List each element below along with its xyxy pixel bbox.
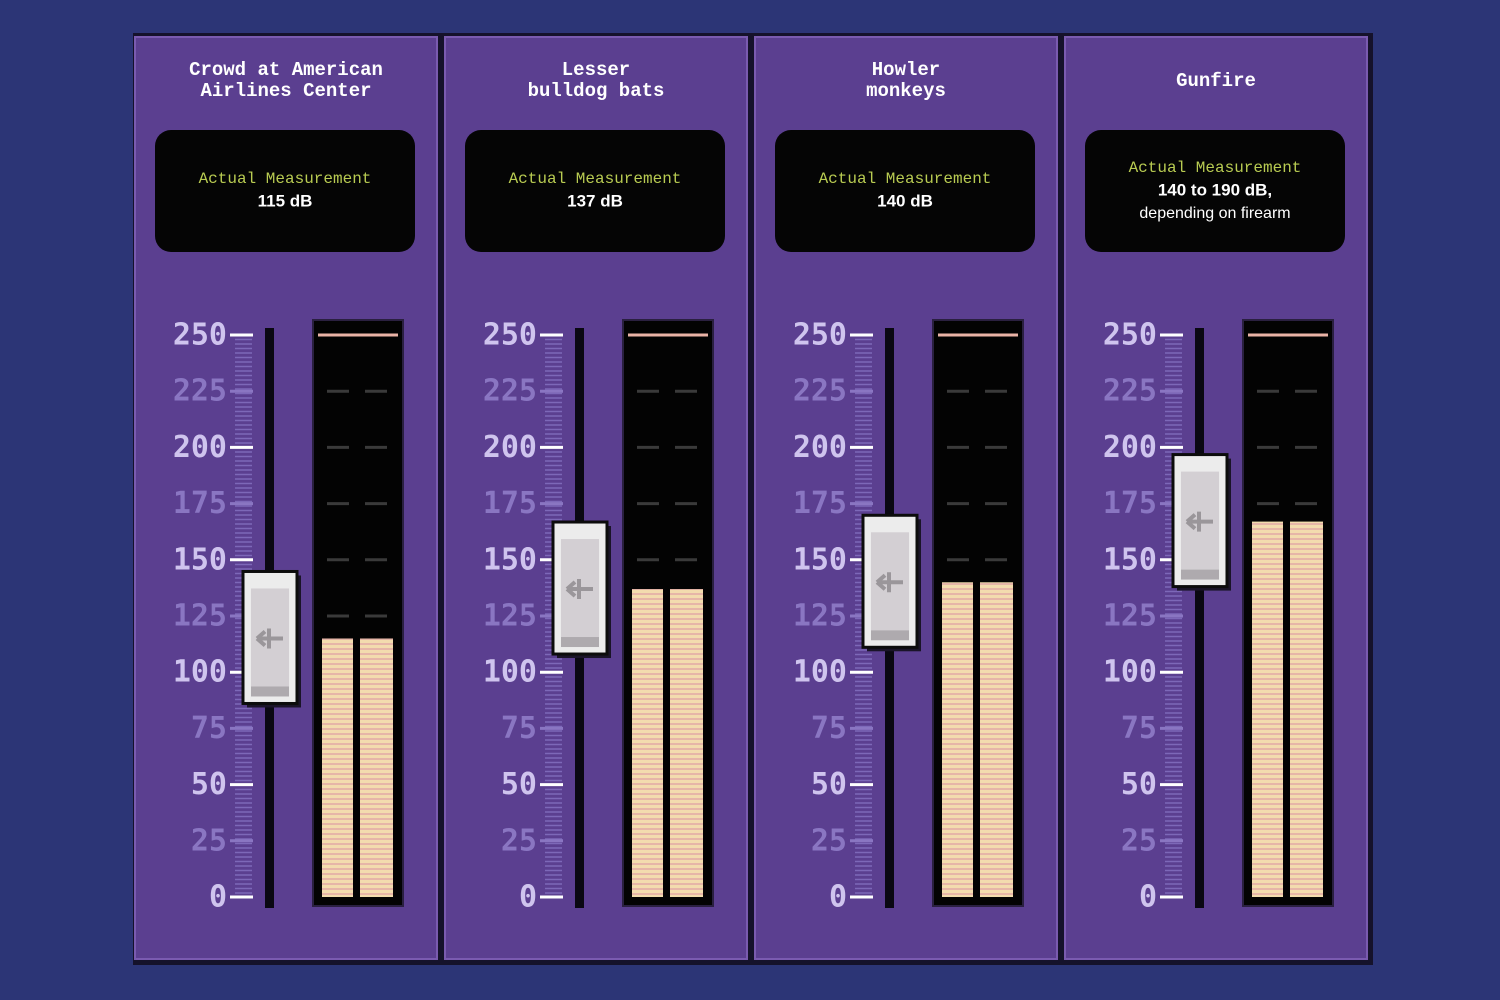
measurement-label: Actual Measurement xyxy=(509,170,682,188)
y-tick-label: 50 xyxy=(1121,767,1157,802)
measurement-label: Actual Measurement xyxy=(199,170,372,188)
meter-bar xyxy=(1252,521,1283,897)
fader-knob-base xyxy=(561,637,599,648)
y-tick-label: 225 xyxy=(483,374,537,409)
fader-arrow xyxy=(255,628,283,649)
y-tick-label: 100 xyxy=(483,655,537,690)
channel-title: Crowd at American xyxy=(189,59,383,81)
y-tick-label: 150 xyxy=(793,542,847,577)
measurement-box xyxy=(775,130,1035,252)
fader-arrow xyxy=(1185,511,1213,532)
y-tick-label: 175 xyxy=(793,486,847,521)
measurement-value: 140 to 190 dB, xyxy=(1158,180,1272,199)
channel-title: monkeys xyxy=(866,80,946,102)
measurement-box xyxy=(465,130,725,252)
y-tick-label: 125 xyxy=(793,599,847,634)
fader-knob-base xyxy=(251,686,289,697)
measurement-value: 140 dB xyxy=(877,191,933,210)
y-tick-label: 175 xyxy=(483,486,537,521)
y-tick-label: 200 xyxy=(1103,430,1157,465)
channel-title: Gunfire xyxy=(1176,70,1256,92)
measurement-value: 115 dB xyxy=(258,191,313,210)
y-tick-label: 0 xyxy=(519,880,537,915)
y-tick-label: 250 xyxy=(483,318,537,353)
y-tick-label: 250 xyxy=(793,318,847,353)
measurement-label: Actual Measurement xyxy=(819,170,992,188)
y-tick-label: 200 xyxy=(793,430,847,465)
fader-knob-base xyxy=(1181,569,1219,580)
y-tick-label: 250 xyxy=(1103,318,1157,353)
meter-bar xyxy=(322,638,353,897)
channel-title: Airlines Center xyxy=(200,80,371,102)
meter-bar xyxy=(360,638,393,897)
y-tick-label: 125 xyxy=(483,599,537,634)
y-tick-label: 50 xyxy=(191,767,227,802)
channel-title: Lesser xyxy=(562,59,630,81)
measurement-note: depending on firearm xyxy=(1139,205,1290,222)
y-tick-label: 75 xyxy=(191,711,227,746)
y-tick-label: 50 xyxy=(501,767,537,802)
meter-bar xyxy=(670,589,703,897)
measurement-box xyxy=(155,130,415,252)
y-tick-label: 200 xyxy=(173,430,227,465)
y-tick-label: 25 xyxy=(191,823,227,858)
y-tick-label: 0 xyxy=(1139,880,1157,915)
y-tick-label: 25 xyxy=(1121,823,1157,858)
fader-track xyxy=(1195,328,1204,908)
fader-knob-base xyxy=(871,630,909,641)
y-tick-label: 0 xyxy=(209,880,227,915)
channel-title: bulldog bats xyxy=(528,80,665,102)
measurement-value: 137 dB xyxy=(567,191,623,210)
y-tick-label: 75 xyxy=(501,711,537,746)
y-tick-label: 250 xyxy=(173,318,227,353)
y-tick-label: 100 xyxy=(1103,655,1157,690)
y-tick-label: 75 xyxy=(811,711,847,746)
y-tick-label: 75 xyxy=(1121,711,1157,746)
y-tick-label: 125 xyxy=(173,599,227,634)
fader-arrow xyxy=(875,572,903,593)
y-tick-label: 175 xyxy=(1103,486,1157,521)
y-tick-label: 125 xyxy=(1103,599,1157,634)
meter-bar xyxy=(1290,521,1323,897)
meter-bar xyxy=(632,589,663,897)
y-tick-label: 150 xyxy=(483,542,537,577)
y-tick-label: 175 xyxy=(173,486,227,521)
y-tick-label: 200 xyxy=(483,430,537,465)
y-tick-label: 0 xyxy=(829,880,847,915)
meter-bar xyxy=(980,582,1013,897)
y-tick-label: 225 xyxy=(1103,374,1157,409)
y-tick-label: 100 xyxy=(793,655,847,690)
fader-arrow xyxy=(565,579,593,600)
y-tick-label: 150 xyxy=(173,542,227,577)
y-tick-label: 225 xyxy=(173,374,227,409)
y-tick-label: 25 xyxy=(501,823,537,858)
meter-bar xyxy=(942,582,973,897)
y-tick-label: 150 xyxy=(1103,542,1157,577)
measurement-label: Actual Measurement xyxy=(1129,159,1302,177)
y-tick-label: 100 xyxy=(173,655,227,690)
y-tick-label: 50 xyxy=(811,767,847,802)
y-tick-label: 225 xyxy=(793,374,847,409)
measurement-box xyxy=(1085,130,1345,252)
channel-title: Howler xyxy=(872,59,940,81)
y-tick-label: 25 xyxy=(811,823,847,858)
